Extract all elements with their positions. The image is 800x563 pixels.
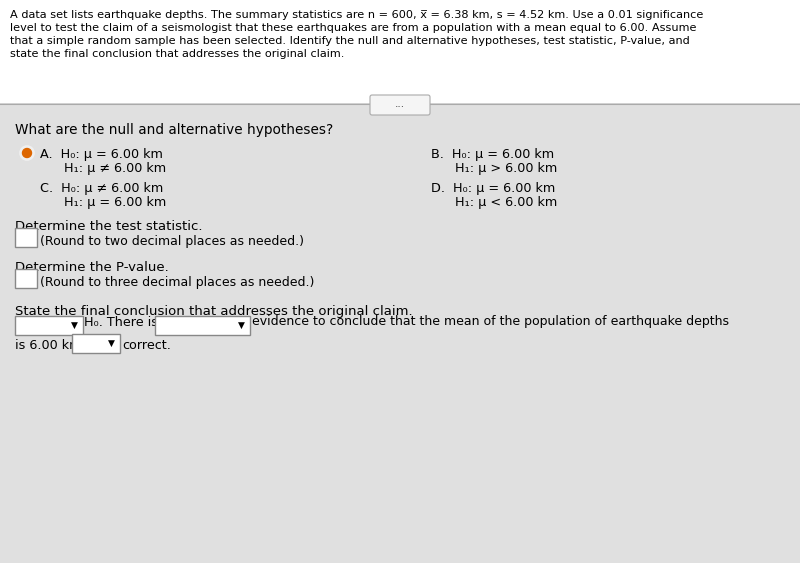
Text: B.  H₀: μ = 6.00 km: B. H₀: μ = 6.00 km <box>431 148 554 161</box>
Circle shape <box>22 149 31 158</box>
Text: H₁: μ < 6.00 km: H₁: μ < 6.00 km <box>431 196 558 209</box>
Text: D.  H₀: μ = 6.00 km: D. H₀: μ = 6.00 km <box>431 182 555 195</box>
Text: (Round to three decimal places as needed.): (Round to three decimal places as needed… <box>40 276 314 289</box>
Text: that a simple random sample has been selected. Identify the null and alternative: that a simple random sample has been sel… <box>10 36 690 46</box>
FancyBboxPatch shape <box>72 334 120 353</box>
Text: correct.: correct. <box>122 339 171 352</box>
FancyBboxPatch shape <box>15 228 37 247</box>
Text: State the final conclusion that addresses the original claim.: State the final conclusion that addresse… <box>15 305 413 318</box>
Text: is 6.00 km: is 6.00 km <box>15 339 82 352</box>
Circle shape <box>411 180 425 194</box>
FancyBboxPatch shape <box>155 316 250 335</box>
FancyBboxPatch shape <box>0 0 800 103</box>
FancyBboxPatch shape <box>15 316 83 335</box>
FancyBboxPatch shape <box>0 104 800 563</box>
Text: ▼: ▼ <box>107 338 114 347</box>
Text: A.  H₀: μ = 6.00 km: A. H₀: μ = 6.00 km <box>40 148 163 161</box>
Text: ▼: ▼ <box>70 320 78 329</box>
FancyBboxPatch shape <box>370 95 430 115</box>
Text: C.  H₀: μ ≠ 6.00 km: C. H₀: μ ≠ 6.00 km <box>40 182 163 195</box>
FancyBboxPatch shape <box>15 269 37 288</box>
Text: H₁: μ > 6.00 km: H₁: μ > 6.00 km <box>431 162 558 175</box>
Text: Determine the test statistic.: Determine the test statistic. <box>15 220 202 233</box>
Text: H₁: μ = 6.00 km: H₁: μ = 6.00 km <box>40 196 166 209</box>
Text: Determine the P-value.: Determine the P-value. <box>15 261 169 274</box>
Circle shape <box>20 180 34 194</box>
Text: A data set lists earthquake depths. The summary statistics are n = 600, x̅ = 6.3: A data set lists earthquake depths. The … <box>10 10 703 20</box>
Text: ...: ... <box>395 99 405 109</box>
Text: (Round to two decimal places as needed.): (Round to two decimal places as needed.) <box>40 235 304 248</box>
Circle shape <box>411 146 425 160</box>
Text: What are the null and alternative hypotheses?: What are the null and alternative hypoth… <box>15 123 334 137</box>
Text: H₁: μ ≠ 6.00 km: H₁: μ ≠ 6.00 km <box>40 162 166 175</box>
Text: level to test the claim of a seismologist that these earthquakes are from a popu: level to test the claim of a seismologis… <box>10 23 697 33</box>
Text: evidence to conclude that the mean of the population of earthquake depths: evidence to conclude that the mean of th… <box>252 315 729 328</box>
Text: state the final conclusion that addresses the original claim.: state the final conclusion that addresse… <box>10 49 344 59</box>
Text: ▼: ▼ <box>238 320 245 329</box>
Circle shape <box>20 146 34 160</box>
Text: H₀. There is: H₀. There is <box>84 315 158 328</box>
